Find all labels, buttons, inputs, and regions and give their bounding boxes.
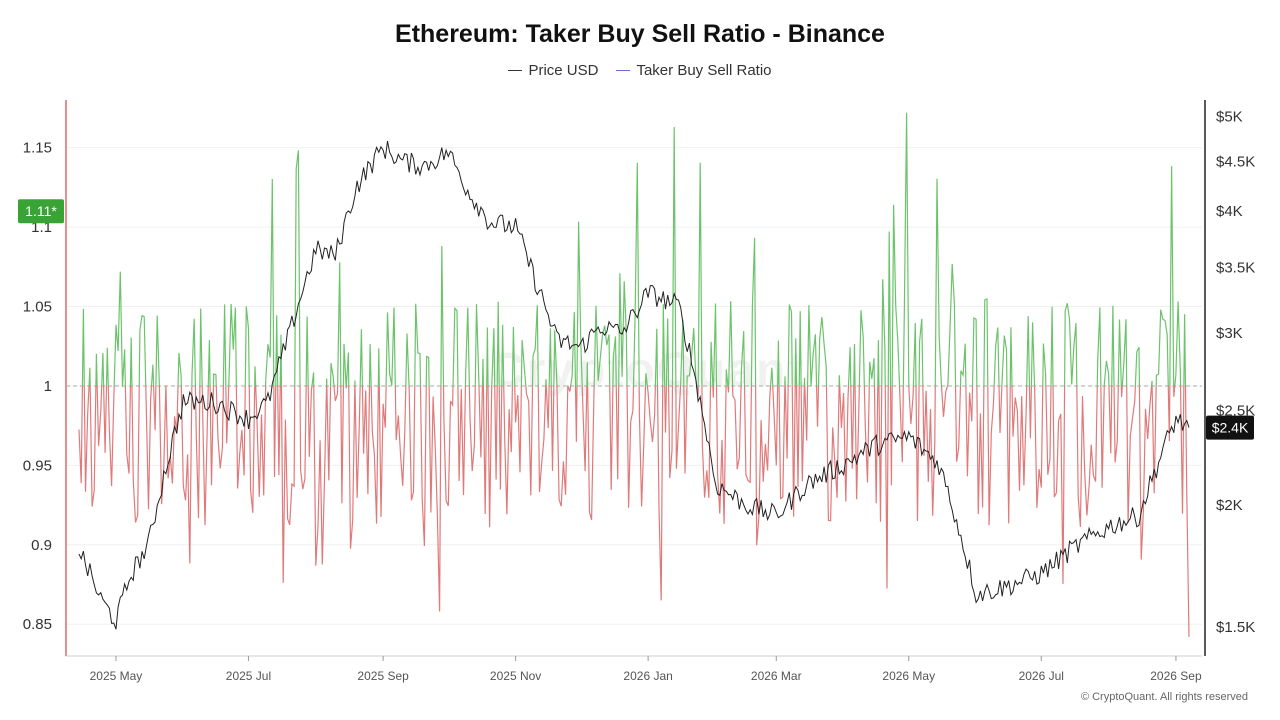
legend-item-price[interactable]: Price USD	[508, 62, 598, 79]
x-tick-label-5: 2026 Mar	[751, 669, 802, 683]
x-tick-label-7: 2026 Jul	[1019, 669, 1064, 683]
right-tick-label-0: $1.5K	[1216, 619, 1255, 636]
x-tick-label-3: 2025 Nov	[490, 669, 541, 683]
copyright-text: © CryptoQuant. All rights reserved	[1080, 691, 1248, 703]
right-tick-label-6: $4.5K	[1216, 153, 1255, 170]
legend-ratio-label: Taker Buy Sell Ratio	[636, 62, 772, 79]
right-tick-label-7: $5K	[1216, 109, 1243, 126]
x-tick-label-8: 2026 Sep	[1150, 669, 1202, 683]
legend-item-ratio[interactable]: Taker Buy Sell Ratio	[616, 62, 772, 79]
x-tick-label-0: 2025 May	[90, 669, 143, 683]
ratio-series-above	[81, 112, 1187, 386]
right-tick-label-2: $2.5K	[1216, 402, 1255, 419]
x-tick-label-6: 2026 May	[882, 669, 935, 683]
current-ratio-badge	[18, 199, 64, 224]
price-series-line	[78, 140, 1190, 630]
right-tick-label-4: $3.5K	[1216, 260, 1255, 277]
chart-title: Ethereum: Taker Buy Sell Ratio - Binance	[395, 20, 885, 48]
right-tick-label-1: $2K	[1216, 497, 1243, 514]
ratio-line-icon	[616, 70, 631, 71]
price-line-icon	[508, 70, 523, 71]
right-tick-label-5: $4K	[1216, 203, 1243, 220]
ratio-series-below	[78, 385, 1190, 637]
left-tick-label-6: 1.15	[23, 140, 52, 157]
chart-legend: Price USD Taker Buy Sell Ratio	[0, 62, 1280, 79]
current-price-badge	[1206, 415, 1254, 440]
current-price-badge-label: $2.4K	[1212, 420, 1249, 436]
left-tick-label-1: 0.9	[31, 537, 52, 554]
x-tick-label-4: 2026 Jan	[623, 669, 672, 683]
left-tick-label-4: 1.05	[23, 299, 52, 316]
left-tick-label-0: 0.85	[23, 616, 52, 633]
left-tick-label-2: 0.95	[23, 457, 52, 474]
right-tick-label-3: $3K	[1216, 325, 1243, 342]
left-tick-label-3: 1	[44, 378, 52, 395]
current-ratio-badge-label: 1.11*	[25, 203, 57, 219]
legend-price-label: Price USD	[528, 62, 599, 79]
left-tick-label-5: 1.1	[31, 219, 52, 236]
x-tick-label-1: 2025 Jul	[226, 669, 271, 683]
x-tick-label-2: 2025 Sep	[357, 669, 409, 683]
